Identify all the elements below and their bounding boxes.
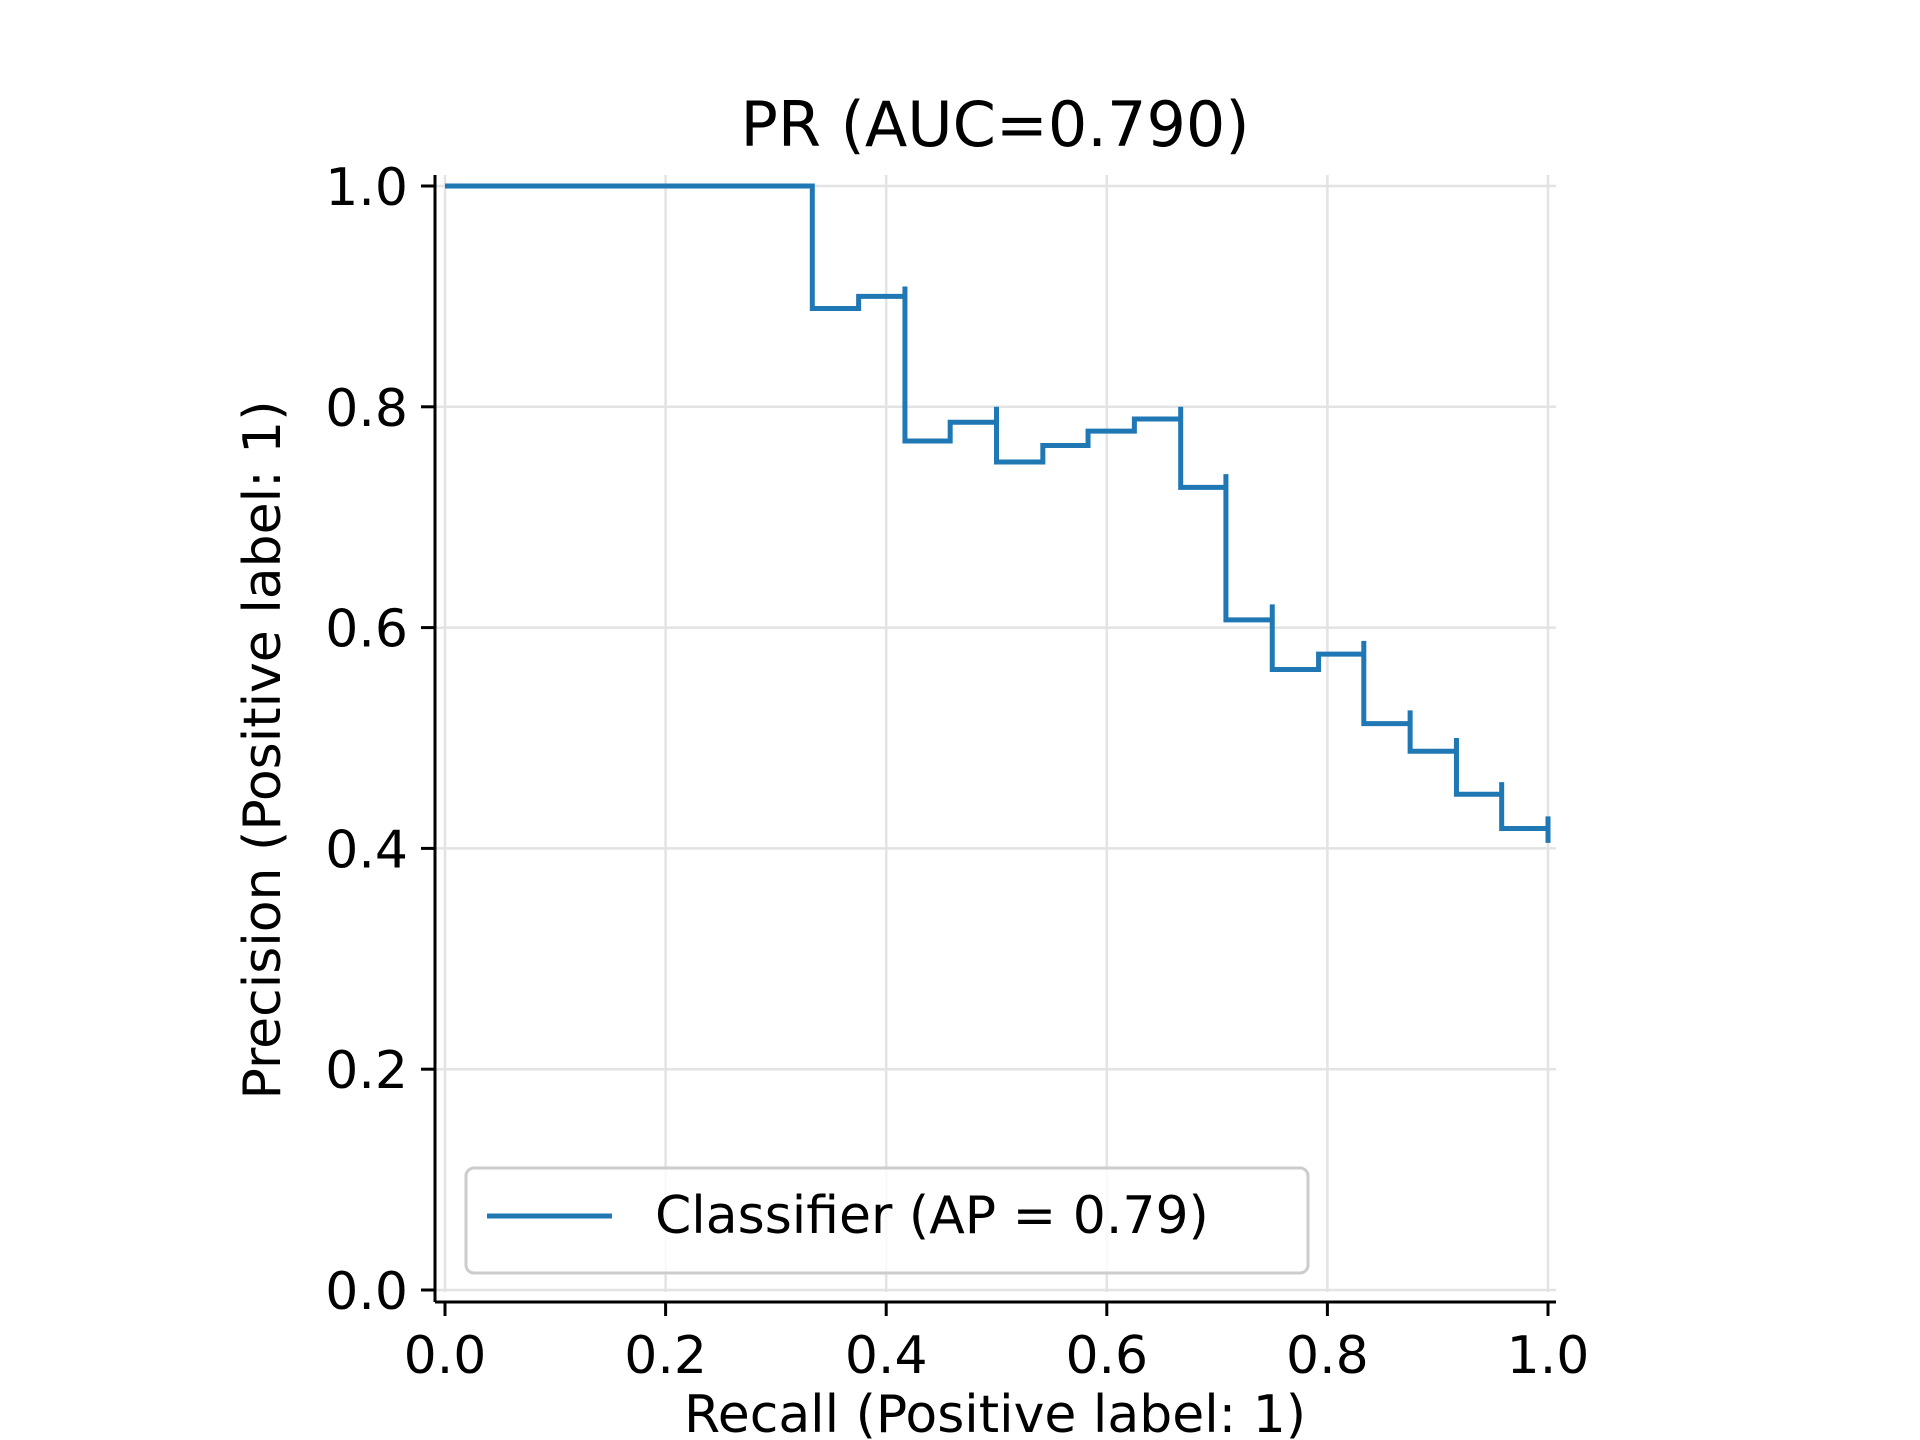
legend-frame [464, 1166, 1310, 1275]
y-tick-label: 0.2 [325, 1041, 408, 1101]
chart-title: PR (AUC=0.790) [740, 88, 1249, 161]
x-axis-label: Recall (Positive label: 1) [684, 1385, 1306, 1440]
legend: Classifier (AP = 0.79) [464, 1166, 1310, 1275]
y-tick-label: 1.0 [325, 158, 408, 218]
x-tick-label: 1.0 [1507, 1326, 1590, 1386]
y-tick-label: 0.4 [325, 820, 408, 880]
y-tick-label: 0.6 [325, 600, 408, 660]
y-tick-label: 0.0 [325, 1262, 408, 1322]
pr-curve-line [445, 183, 1551, 843]
legend-label-classifier: Classifier (AP = 0.79) [655, 1186, 1209, 1246]
axes: 0.0 0.2 0.4 0.6 0.8 1.0 0.0 0.2 0.4 0.6 0.8 1.0 [325, 158, 1589, 1386]
y-tick-label: 0.8 [325, 379, 408, 439]
x-tick-label: 0.2 [624, 1326, 707, 1386]
plot-area [445, 183, 1551, 843]
grid [435, 175, 1556, 1292]
x-tick-label: 0.0 [404, 1326, 487, 1386]
x-tick-label: 0.8 [1286, 1326, 1369, 1386]
x-tick-label: 0.4 [845, 1326, 928, 1386]
y-axis-label: Precision (Positive label: 1) [233, 400, 293, 1099]
x-tick-label: 0.6 [1065, 1326, 1148, 1386]
